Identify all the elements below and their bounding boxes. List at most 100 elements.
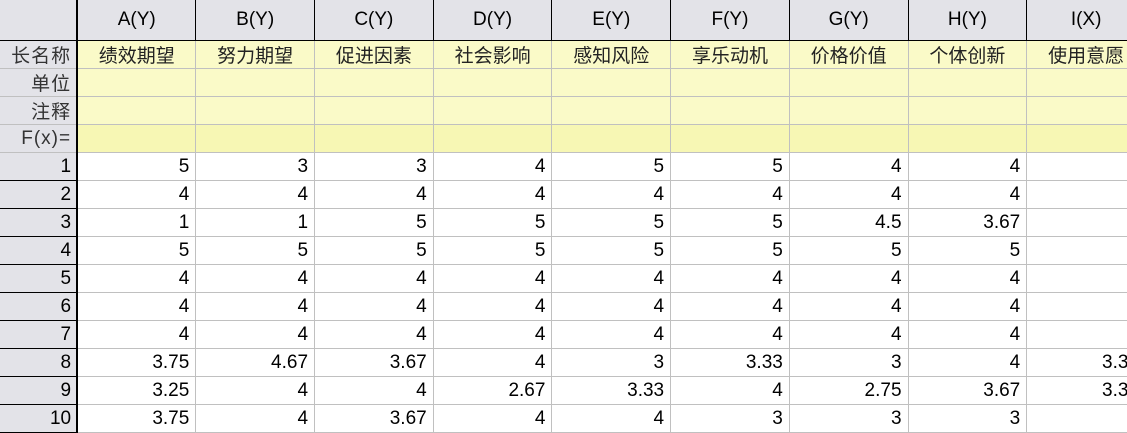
row-number[interactable]: 7 <box>0 320 79 349</box>
data-cell[interactable]: 4 <box>908 264 1028 293</box>
long-name-row-cell[interactable]: 价格价值 <box>789 40 909 69</box>
data-cell[interactable]: 5 <box>433 208 553 237</box>
data-cell[interactable]: 4 <box>908 292 1028 321</box>
data-cell[interactable]: 4 <box>77 180 197 209</box>
comments-row-cell[interactable] <box>195 96 316 125</box>
data-cell[interactable]: 5 <box>670 236 790 265</box>
formula-row-cell[interactable] <box>1026 124 1127 153</box>
data-cell[interactable]: 2.67 <box>433 376 553 405</box>
select-all-corner[interactable] <box>0 0 79 41</box>
data-cell[interactable]: 3 <box>1026 404 1127 433</box>
long-name-row-cell[interactable]: 努力期望 <box>195 40 316 69</box>
long-name-row-cell[interactable]: 绩效期望 <box>77 40 197 69</box>
comments-row-cell[interactable] <box>551 96 672 125</box>
data-cell[interactable]: 5 <box>1026 236 1127 265</box>
data-cell[interactable]: 3.67 <box>908 208 1028 237</box>
data-cell[interactable]: 4 <box>908 180 1028 209</box>
row-number[interactable]: 2 <box>0 180 79 209</box>
units-row-cell[interactable] <box>77 68 197 97</box>
units-row-cell[interactable] <box>195 68 316 97</box>
comments-row-cell[interactable] <box>314 96 434 125</box>
data-cell[interactable]: 4 <box>1026 180 1127 209</box>
data-cell[interactable]: 4 <box>551 180 672 209</box>
data-cell[interactable]: 4 <box>908 320 1028 349</box>
data-cell[interactable]: 4 <box>433 404 553 433</box>
column-header[interactable]: D(Y) <box>433 0 553 41</box>
column-header[interactable]: A(Y) <box>77 0 197 41</box>
units-row-cell[interactable] <box>670 68 790 97</box>
data-cell[interactable]: 4 <box>789 152 909 181</box>
data-cell[interactable]: 5 <box>77 152 197 181</box>
data-cell[interactable]: 4 <box>1026 292 1127 321</box>
row-number[interactable]: 6 <box>0 292 79 321</box>
data-cell[interactable]: 4 <box>433 264 553 293</box>
data-cell[interactable]: 4 <box>670 376 790 405</box>
units-row-cell[interactable] <box>789 68 909 97</box>
data-cell[interactable]: 4.67 <box>195 348 316 377</box>
data-cell[interactable]: 4 <box>314 264 434 293</box>
data-cell[interactable]: 4 <box>433 180 553 209</box>
data-cell[interactable]: 5 <box>551 152 672 181</box>
row-number[interactable]: 1 <box>0 152 79 181</box>
data-cell[interactable]: 3 <box>670 404 790 433</box>
long-name-row-cell[interactable]: 使用意愿 <box>1026 40 1127 69</box>
data-cell[interactable]: 3.75 <box>77 348 197 377</box>
data-cell[interactable]: 3 <box>195 152 316 181</box>
data-cell[interactable]: 5 <box>551 236 672 265</box>
units-row-cell[interactable] <box>314 68 434 97</box>
data-cell[interactable]: 3.67 <box>908 376 1028 405</box>
formula-row-cell[interactable] <box>433 124 553 153</box>
comments-row-cell[interactable] <box>670 96 790 125</box>
data-cell[interactable]: 4 <box>195 404 316 433</box>
data-cell[interactable]: 4 <box>77 264 197 293</box>
data-cell[interactable]: 4 <box>789 264 909 293</box>
row-number[interactable]: 9 <box>0 376 79 405</box>
row-number[interactable]: 3 <box>0 208 79 237</box>
column-header[interactable]: F(Y) <box>670 0 790 41</box>
row-number[interactable]: 8 <box>0 348 79 377</box>
comments-row-cell[interactable] <box>1026 96 1127 125</box>
data-cell[interactable]: 4 <box>314 180 434 209</box>
comments-row-cell[interactable] <box>433 96 553 125</box>
data-cell[interactable]: 1 <box>77 208 197 237</box>
comments-row-cell[interactable] <box>908 96 1028 125</box>
data-cell[interactable]: 4 <box>77 292 197 321</box>
data-cell[interactable]: 4 <box>1026 152 1127 181</box>
units-row-cell[interactable] <box>1026 68 1127 97</box>
formula-row-cell[interactable] <box>908 124 1028 153</box>
data-cell[interactable]: 4 <box>433 348 553 377</box>
data-cell[interactable]: 4 <box>433 152 553 181</box>
column-header[interactable]: I(X) <box>1026 0 1127 41</box>
column-header[interactable]: B(Y) <box>195 0 316 41</box>
comments-row-cell[interactable] <box>77 96 197 125</box>
row-number[interactable]: 4 <box>0 236 79 265</box>
data-cell[interactable]: 5 <box>789 236 909 265</box>
column-header[interactable]: E(Y) <box>551 0 672 41</box>
long-name-row-cell[interactable]: 社会影响 <box>433 40 553 69</box>
units-row-cell[interactable] <box>551 68 672 97</box>
data-cell[interactable]: 4 <box>433 320 553 349</box>
data-cell[interactable]: 3.33 <box>1026 376 1127 405</box>
data-cell[interactable]: 4 <box>195 292 316 321</box>
data-cell[interactable]: 4.5 <box>789 208 909 237</box>
data-cell[interactable]: 4 <box>1026 264 1127 293</box>
column-header[interactable]: G(Y) <box>789 0 909 41</box>
units-row-cell[interactable] <box>433 68 553 97</box>
data-cell[interactable]: 4 <box>314 376 434 405</box>
formula-row-cell[interactable] <box>77 124 197 153</box>
data-cell[interactable]: 4 <box>195 376 316 405</box>
data-cell[interactable]: 5 <box>314 208 434 237</box>
data-cell[interactable]: 3 <box>908 404 1028 433</box>
data-cell[interactable]: 4 <box>314 320 434 349</box>
data-cell[interactable]: 4 <box>1026 320 1127 349</box>
data-cell[interactable]: 4 <box>908 348 1028 377</box>
data-cell[interactable]: 4 <box>77 320 197 349</box>
formula-row-cell[interactable] <box>670 124 790 153</box>
data-cell[interactable]: 4 <box>551 404 672 433</box>
data-cell[interactable]: 3.67 <box>314 404 434 433</box>
formula-row-cell[interactable] <box>314 124 434 153</box>
data-cell[interactable]: 4 <box>670 292 790 321</box>
formula-row-cell[interactable] <box>789 124 909 153</box>
data-cell[interactable]: 5 <box>314 236 434 265</box>
data-cell[interactable]: 4 <box>195 180 316 209</box>
